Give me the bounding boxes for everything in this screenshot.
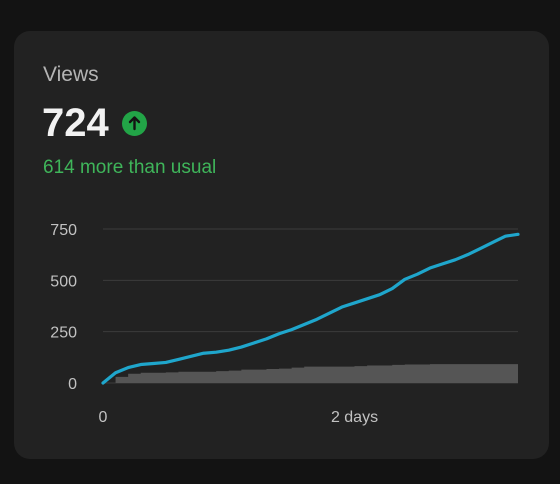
y-tick-label: 250: [50, 325, 77, 342]
y-tick-label: 500: [50, 273, 77, 290]
card-title: Views: [43, 63, 99, 86]
views-card: Views 724 614 more than usual: [14, 31, 549, 459]
usual-range-area: [103, 364, 518, 383]
y-tick-label: 0: [68, 376, 77, 393]
usual-range-band: [103, 364, 518, 383]
axis-ticks: 0 250 500 750 0 2 days: [50, 222, 378, 426]
y-tick-label: 750: [50, 222, 77, 239]
x-tick-label: 2 days: [331, 409, 378, 426]
views-count: 724: [42, 101, 109, 145]
arrow-up-icon: [121, 110, 147, 136]
comparison-text: 614 more than usual: [43, 157, 217, 178]
views-series-line: [101, 232, 520, 385]
x-tick-label: 0: [99, 409, 108, 426]
chart-grid: [103, 228, 518, 384]
metric-row: 724: [42, 101, 147, 145]
views-line: [101, 232, 520, 385]
